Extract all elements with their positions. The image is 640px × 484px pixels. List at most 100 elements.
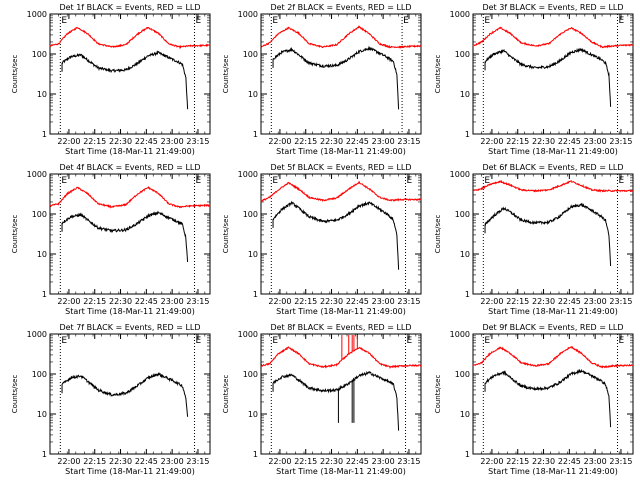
x-tick-label: 23:00 [584, 457, 607, 466]
y-tick-label: 10 [460, 410, 470, 419]
x-tick-label: 22:15 [83, 137, 106, 146]
x-tick-label: 22:45 [558, 457, 581, 466]
x-tick-label: 23:00 [372, 297, 395, 306]
plot-frame [260, 173, 422, 295]
plot-frame [49, 173, 211, 295]
x-tick-label: 22:30 [109, 457, 132, 466]
events-series-line [484, 368, 612, 428]
x-tick-label: 23:00 [584, 137, 607, 146]
panel-title: Det 7f BLACK = Events, RED = LLD [59, 323, 200, 332]
panel-title: Det 4f BLACK = Events, RED = LLD [59, 163, 200, 172]
x-tick-label: 22:45 [346, 457, 369, 466]
x-tick-label: 22:15 [506, 137, 529, 146]
time-marker-label: E [196, 336, 202, 346]
panel-3: Det 3f BLACK = Events, RED = LLD 1 10 100 10… [434, 3, 634, 156]
x-tick-label: 23:15 [397, 457, 420, 466]
y-tick-label: 1 [253, 450, 258, 459]
y-tick-label: 1 [42, 290, 47, 299]
events-series-line [272, 370, 400, 431]
y-tick-label: 10 [460, 90, 470, 99]
x-tick-label: 22:45 [558, 137, 581, 146]
panel-6: Det 6f BLACK = Events, RED = LLD 1 10 100 10… [434, 163, 634, 316]
plot-frame [260, 13, 422, 135]
x-axis-label: Start Time (18-Mar-11 21:49:00) [488, 307, 618, 316]
y-axis-label: Counts/sec [434, 375, 442, 414]
x-tick-label: 22:30 [109, 297, 132, 306]
x-tick-label: 22:00 [480, 137, 503, 146]
x-tick-label: 23:15 [186, 297, 209, 306]
panel-9: Det 9f BLACK = Events, RED = LLD 1 10 100 10… [434, 323, 634, 476]
x-tick-label: 22:15 [83, 457, 106, 466]
x-tick-label: 23:00 [372, 457, 395, 466]
x-tick-label: 22:30 [109, 137, 132, 146]
x-tick-label: 22:30 [532, 457, 555, 466]
time-marker-label: E [272, 336, 278, 346]
plot-frame [260, 333, 422, 455]
y-tick-label: 100 [243, 210, 258, 219]
y-tick-label: 100 [32, 370, 47, 379]
panel-4: Det 4f BLACK = Events, RED = LLD 1 10 100 10… [11, 163, 211, 316]
x-tick-label: 23:15 [609, 297, 632, 306]
time-marker-label: E [272, 176, 278, 186]
time-marker-label: E [407, 176, 413, 186]
panel-title: Det 6f BLACK = Events, RED = LLD [482, 163, 623, 172]
plot-frame [49, 13, 211, 135]
panel-title: Det 2f BLACK = Events, RED = LLD [270, 3, 411, 12]
x-tick-label: 23:00 [161, 297, 184, 306]
panel-title: Det 3f BLACK = Events, RED = LLD [482, 3, 623, 12]
time-marker-label: E [484, 176, 490, 186]
x-tick-label: 23:00 [372, 137, 395, 146]
x-axis-label: Start Time (18-Mar-11 21:49:00) [276, 467, 406, 476]
plot-frame [472, 333, 634, 455]
y-axis-label: Counts/sec [11, 215, 19, 254]
time-marker-label: E [272, 16, 278, 26]
y-tick-label: 10 [248, 90, 258, 99]
x-tick-label: 23:15 [397, 297, 420, 306]
x-tick-label: 22:30 [532, 297, 555, 306]
x-tick-label: 22:45 [135, 137, 158, 146]
x-tick-label: 23:15 [186, 137, 209, 146]
y-axis-label: Counts/sec [434, 215, 442, 254]
y-tick-label: 1000 [27, 10, 47, 19]
y-axis-label: Counts/sec [11, 375, 19, 414]
y-tick-label: 1000 [450, 10, 470, 19]
lld-series-line [49, 185, 211, 209]
y-tick-label: 100 [32, 50, 47, 59]
events-series-line [61, 210, 189, 263]
x-axis-label: Start Time (18-Mar-11 21:49:00) [65, 307, 195, 316]
x-axis-label: Start Time (18-Mar-11 21:49:00) [65, 467, 195, 476]
y-tick-label: 10 [37, 250, 47, 259]
y-tick-label: 1 [465, 450, 470, 459]
events-series-line [272, 200, 400, 270]
x-tick-label: 22:00 [57, 297, 80, 306]
y-tick-label: 10 [248, 410, 258, 419]
y-tick-label: 1 [253, 130, 258, 139]
time-marker-label: E [61, 336, 67, 346]
x-tick-label: 22:15 [294, 137, 317, 146]
y-tick-label: 10 [37, 90, 47, 99]
y-axis-label: Counts/sec [222, 215, 230, 254]
x-tick-label: 23:00 [161, 457, 184, 466]
lld-series-line [260, 25, 422, 49]
lld-series-line [49, 26, 211, 50]
x-tick-label: 22:15 [506, 457, 529, 466]
time-marker-label: E [484, 336, 490, 346]
x-tick-label: 23:15 [186, 457, 209, 466]
x-axis-label: Start Time (18-Mar-11 21:49:00) [65, 147, 195, 156]
y-tick-label: 1 [465, 130, 470, 139]
x-tick-label: 22:00 [480, 457, 503, 466]
x-axis-label: Start Time (18-Mar-11 21:49:00) [276, 147, 406, 156]
panel-8: Det 8f BLACK = Events, RED = LLD 1 10 100 10… [222, 323, 422, 476]
x-tick-label: 22:00 [57, 137, 80, 146]
y-tick-label: 10 [37, 410, 47, 419]
events-series-line [61, 50, 189, 110]
y-tick-label: 1000 [238, 330, 258, 339]
x-tick-label: 22:00 [268, 457, 291, 466]
x-tick-label: 23:00 [161, 137, 184, 146]
y-axis-label: Counts/sec [222, 375, 230, 414]
time-marker-label: E [619, 336, 625, 346]
y-tick-label: 1000 [27, 170, 47, 179]
time-marker-label: E [196, 16, 202, 26]
time-marker-label: E [61, 16, 67, 26]
y-tick-label: 1000 [238, 10, 258, 19]
